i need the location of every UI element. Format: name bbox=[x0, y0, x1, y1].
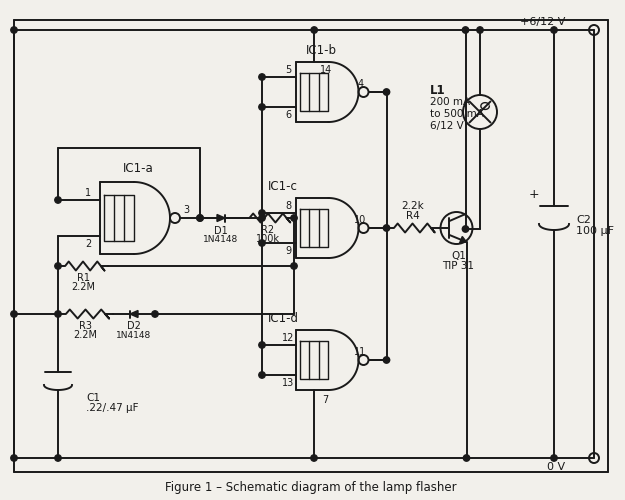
Text: IC1-d: IC1-d bbox=[268, 312, 299, 324]
Text: IC1-c: IC1-c bbox=[268, 180, 298, 192]
Circle shape bbox=[551, 27, 558, 33]
Circle shape bbox=[55, 197, 61, 203]
Circle shape bbox=[259, 210, 265, 216]
Text: IC1-a: IC1-a bbox=[122, 162, 153, 174]
Circle shape bbox=[291, 215, 298, 221]
Circle shape bbox=[383, 357, 390, 363]
Text: 6: 6 bbox=[285, 110, 291, 120]
Circle shape bbox=[551, 455, 558, 461]
Circle shape bbox=[311, 455, 318, 461]
Text: D2: D2 bbox=[127, 321, 141, 331]
Circle shape bbox=[259, 104, 265, 110]
Polygon shape bbox=[459, 236, 466, 243]
Text: L1: L1 bbox=[430, 84, 446, 96]
Text: to 500 mA: to 500 mA bbox=[430, 109, 484, 119]
Text: .22/.47 μF: .22/.47 μF bbox=[86, 403, 139, 413]
Circle shape bbox=[463, 455, 470, 461]
Circle shape bbox=[259, 342, 265, 348]
Text: 200 mA: 200 mA bbox=[430, 97, 470, 107]
Text: 8: 8 bbox=[285, 201, 291, 211]
Polygon shape bbox=[217, 214, 225, 222]
Text: TIP 31: TIP 31 bbox=[442, 261, 474, 271]
Circle shape bbox=[477, 27, 483, 33]
Circle shape bbox=[383, 89, 390, 95]
Text: Q1: Q1 bbox=[451, 251, 466, 261]
Text: 1N4148: 1N4148 bbox=[116, 330, 152, 340]
Circle shape bbox=[462, 27, 469, 33]
Circle shape bbox=[11, 311, 18, 317]
Text: R2: R2 bbox=[261, 225, 274, 235]
Text: 1: 1 bbox=[85, 188, 91, 198]
Text: IC1-b: IC1-b bbox=[306, 44, 337, 57]
Text: 2.2M: 2.2M bbox=[74, 330, 98, 340]
Text: 100k: 100k bbox=[256, 234, 280, 244]
Polygon shape bbox=[130, 310, 138, 318]
Circle shape bbox=[11, 27, 18, 33]
Circle shape bbox=[259, 74, 265, 80]
Text: C1: C1 bbox=[86, 393, 100, 403]
Circle shape bbox=[152, 311, 158, 317]
Text: 3: 3 bbox=[183, 205, 189, 215]
Text: 4: 4 bbox=[357, 79, 364, 89]
Text: C2: C2 bbox=[576, 215, 591, 225]
Circle shape bbox=[11, 455, 18, 461]
Circle shape bbox=[197, 215, 203, 221]
Text: 6/12 V: 6/12 V bbox=[430, 121, 464, 131]
Text: R3: R3 bbox=[79, 321, 92, 331]
Circle shape bbox=[259, 240, 265, 246]
Text: R1: R1 bbox=[76, 273, 89, 283]
Text: 0 V: 0 V bbox=[547, 462, 565, 472]
Text: 14: 14 bbox=[320, 65, 332, 75]
Circle shape bbox=[55, 263, 61, 269]
Text: 13: 13 bbox=[282, 378, 294, 388]
Text: 2: 2 bbox=[85, 239, 91, 249]
Text: 1N4148: 1N4148 bbox=[203, 236, 239, 244]
Text: 9: 9 bbox=[285, 246, 291, 256]
Text: 11: 11 bbox=[354, 347, 367, 357]
Circle shape bbox=[383, 225, 390, 231]
Text: R4: R4 bbox=[406, 211, 419, 221]
Circle shape bbox=[197, 215, 203, 221]
Text: 100 μF: 100 μF bbox=[576, 226, 614, 236]
Circle shape bbox=[55, 455, 61, 461]
Text: 12: 12 bbox=[282, 333, 294, 343]
Text: +6/12 V: +6/12 V bbox=[519, 17, 565, 27]
Circle shape bbox=[462, 226, 469, 232]
Circle shape bbox=[259, 372, 265, 378]
Circle shape bbox=[291, 263, 298, 269]
Text: Figure 1 – Schematic diagram of the lamp flasher: Figure 1 – Schematic diagram of the lamp… bbox=[165, 480, 457, 494]
Text: 5: 5 bbox=[285, 65, 291, 75]
Text: 2.2k: 2.2k bbox=[401, 201, 424, 211]
Circle shape bbox=[311, 27, 318, 33]
Text: 7: 7 bbox=[322, 395, 328, 405]
Circle shape bbox=[55, 311, 61, 317]
Text: D1: D1 bbox=[214, 226, 228, 236]
Circle shape bbox=[259, 215, 265, 221]
Text: 2.2M: 2.2M bbox=[71, 282, 95, 292]
Text: +: + bbox=[529, 188, 539, 200]
Text: 10: 10 bbox=[354, 215, 367, 225]
